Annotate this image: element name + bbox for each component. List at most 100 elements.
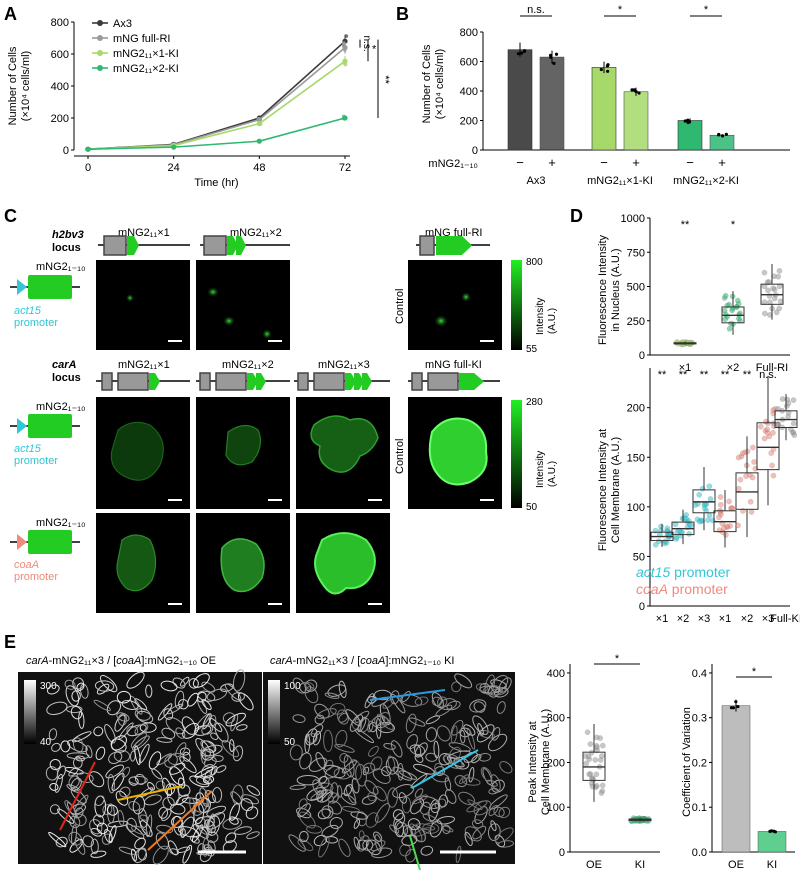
cell-outline bbox=[60, 740, 71, 753]
e2-replicate-point bbox=[736, 704, 740, 709]
cell-outline bbox=[431, 696, 443, 707]
e2-bar bbox=[757, 831, 787, 853]
cell-outline bbox=[111, 772, 125, 792]
a-data-point bbox=[256, 138, 262, 144]
d1-point bbox=[765, 287, 771, 294]
cell-outline bbox=[477, 723, 484, 736]
d1-point bbox=[735, 297, 741, 304]
b-replicate-point bbox=[552, 61, 556, 65]
cell-outline bbox=[461, 777, 481, 786]
cell-outline bbox=[105, 764, 124, 779]
cell-outline bbox=[458, 791, 476, 806]
cell-outline bbox=[463, 724, 476, 736]
cell-outline bbox=[475, 683, 488, 692]
d2-sig-label: ** bbox=[700, 369, 709, 381]
cell-outline bbox=[436, 815, 455, 825]
e1-x-tick-label: OE bbox=[586, 859, 602, 871]
b-bar bbox=[539, 56, 565, 151]
cell-outline bbox=[158, 806, 169, 819]
b-group-label: mNG2₁₁×1-KI bbox=[587, 175, 653, 187]
cell-outline bbox=[374, 834, 383, 852]
cell-outline bbox=[298, 798, 308, 810]
e-oe-colorbar-max: 300 bbox=[40, 681, 57, 692]
cell-outline bbox=[474, 806, 488, 824]
cell-outline bbox=[66, 752, 90, 760]
e2-x-tick-label: OE bbox=[728, 859, 744, 871]
a-sig-label: n.s. bbox=[361, 36, 372, 52]
b-y-label: (×10⁴ cells/ml) bbox=[434, 49, 446, 119]
colorbar-1-max: 800 bbox=[526, 257, 543, 268]
b-group-label: Ax3 bbox=[527, 175, 546, 187]
cell-outline bbox=[51, 742, 61, 752]
cell-outline bbox=[381, 765, 392, 777]
cell-outline bbox=[117, 809, 125, 826]
e-oe-line-red bbox=[59, 761, 96, 831]
a-x-tick-label: 24 bbox=[168, 162, 180, 174]
colorbar-1-title: Intensity bbox=[535, 298, 546, 335]
cell-outline bbox=[380, 711, 391, 726]
cell-outline bbox=[411, 824, 426, 843]
cell-outline bbox=[387, 787, 399, 808]
d2-point bbox=[775, 406, 781, 412]
e-ki-line-cyan bbox=[411, 749, 479, 789]
cell-outline bbox=[201, 699, 212, 711]
d1-x-tick-label: ×2 bbox=[727, 362, 740, 374]
b-bar bbox=[507, 49, 533, 151]
cell-outline bbox=[483, 685, 503, 696]
b-bar bbox=[677, 120, 703, 151]
e1-y-tick-label: 300 bbox=[547, 713, 565, 725]
e-title-oe: carA-mNG2₁₁×3 / [coaA]:mNG2₁₋₁₀ OE bbox=[26, 655, 216, 667]
d2-point bbox=[775, 421, 781, 427]
panel-label-d: D bbox=[570, 206, 583, 226]
cell-outline bbox=[312, 730, 322, 746]
d2-y-tick-label: 150 bbox=[627, 452, 645, 464]
e1-point bbox=[592, 757, 598, 763]
d2-point bbox=[716, 514, 722, 521]
cell-outline bbox=[168, 840, 179, 856]
d2-point bbox=[686, 531, 692, 537]
cell-outline bbox=[398, 792, 407, 804]
cell-outline bbox=[71, 824, 78, 846]
cell-outline bbox=[145, 814, 153, 838]
d2-point bbox=[790, 420, 797, 427]
cell-outline bbox=[368, 745, 379, 757]
cell-outline bbox=[429, 820, 443, 838]
cell-outline bbox=[128, 800, 141, 812]
cell-outline bbox=[310, 724, 324, 737]
cara-construct-full-ki bbox=[408, 372, 500, 391]
cell-outline bbox=[493, 806, 505, 818]
cell-outline bbox=[195, 776, 213, 785]
cell-outline bbox=[297, 839, 314, 852]
cell-outline bbox=[130, 848, 137, 862]
cell-outline bbox=[165, 783, 176, 795]
cell-outline bbox=[343, 754, 355, 778]
cell-outline bbox=[304, 686, 319, 704]
cell-outline bbox=[374, 714, 386, 726]
cell-outline bbox=[355, 763, 367, 787]
coaa-label: coaA bbox=[14, 559, 39, 571]
cell-outline bbox=[390, 740, 403, 758]
b-sign-label: + bbox=[718, 155, 726, 170]
cell-outline bbox=[327, 800, 343, 815]
d2-point bbox=[779, 396, 786, 402]
cell-outline bbox=[399, 844, 411, 857]
cell-outline bbox=[108, 751, 123, 764]
cell-outline bbox=[415, 823, 436, 831]
cell-outline bbox=[139, 722, 157, 733]
cell-outline bbox=[299, 830, 309, 843]
cell-outline bbox=[333, 767, 352, 780]
cell-outline bbox=[46, 684, 60, 695]
cell-outline bbox=[490, 774, 501, 792]
b-replicate-point bbox=[599, 67, 603, 72]
cell-outline bbox=[312, 779, 324, 796]
act15-label: act15 bbox=[14, 305, 42, 317]
cell-outline bbox=[401, 834, 418, 846]
a-x-tick-label: 72 bbox=[339, 162, 351, 174]
e1-point bbox=[587, 741, 594, 747]
e1-point bbox=[593, 771, 600, 778]
h2bv3-x1-image bbox=[96, 260, 190, 350]
cell-outline bbox=[357, 716, 367, 733]
cell-outline bbox=[181, 716, 197, 735]
cell-outline bbox=[138, 808, 148, 828]
cell-outline bbox=[46, 701, 68, 716]
